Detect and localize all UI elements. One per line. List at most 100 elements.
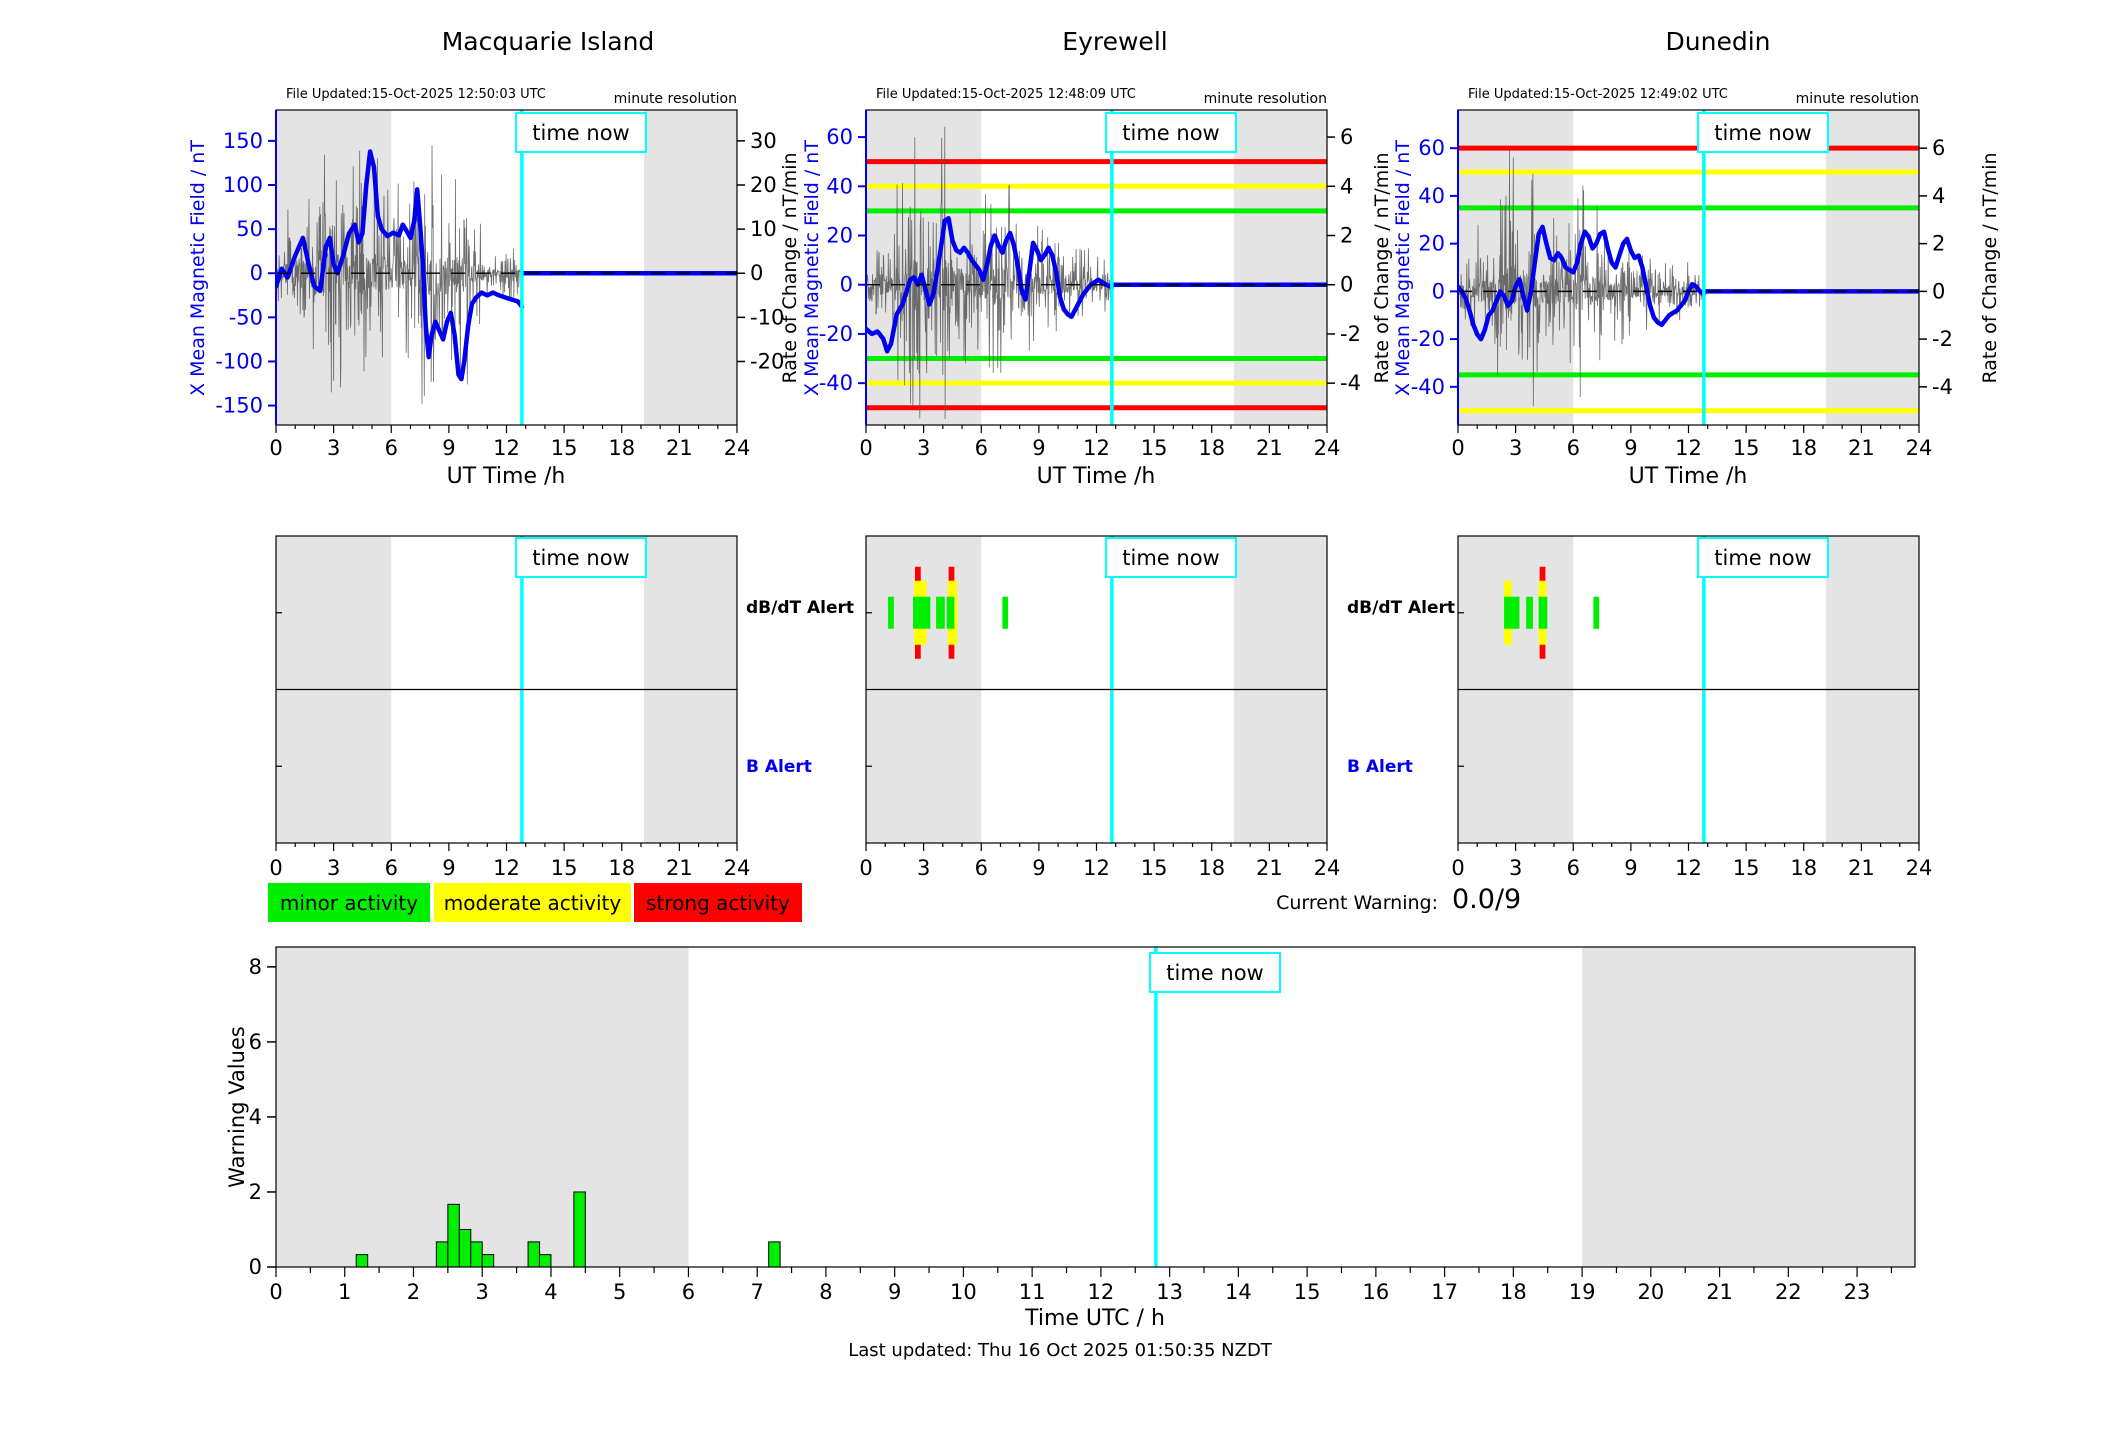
- x-tick-label: 15: [551, 856, 578, 880]
- x-tick-label: 3: [327, 436, 340, 460]
- x-tick-label: 16: [1362, 1280, 1389, 1304]
- file-updated-macquarie: File Updated:15-Oct-2025 12:50:03 UTC: [286, 87, 546, 102]
- mean-field-line: [1458, 224, 1707, 342]
- y-tick-label-right: -20: [750, 349, 784, 373]
- x-tick-label: 21: [1848, 436, 1875, 460]
- x-tick-label: 12: [493, 436, 520, 460]
- y-tick-label-right: -10: [750, 305, 784, 329]
- resolution-note-eyrewell: minute resolution: [1203, 91, 1327, 107]
- y-tick-label-left: 60: [1418, 136, 1445, 160]
- x-tick-label: 21: [1848, 856, 1875, 880]
- x-tick-label: 11: [1019, 1280, 1046, 1304]
- y-tick-label-left: 100: [223, 173, 263, 197]
- x-tick-label: 21: [666, 436, 693, 460]
- x-tick-label: 9: [1624, 856, 1637, 880]
- y-tick-label-right: 10: [750, 217, 777, 241]
- y-tick-label: 6: [249, 1030, 262, 1054]
- alert-bar-minor: [936, 596, 945, 629]
- warning-bar: [447, 1203, 460, 1268]
- y-tick-label-right: 2: [1932, 232, 1945, 256]
- y-tick-label-left: 150: [223, 129, 263, 153]
- x-tick-label: 18: [1790, 856, 1817, 880]
- time-now-box-warning: time now: [1149, 952, 1281, 993]
- x-tick-label: 3: [327, 856, 340, 880]
- x-axis-label-dunedin: UT Time /h: [1628, 464, 1748, 489]
- x-tick-label: 24: [1906, 856, 1933, 880]
- y-tick-label-left: 40: [826, 174, 853, 198]
- y-tick-label-right: -4: [1340, 371, 1361, 395]
- time-now-box-alert-eyrewell: time now: [1105, 537, 1237, 578]
- x-tick-label: 15: [551, 436, 578, 460]
- x-tick-label: 3: [917, 856, 930, 880]
- station-title-dunedin: Dunedin: [1665, 27, 1771, 56]
- y-tick-label-left: 0: [840, 273, 853, 297]
- x-tick-label: 23: [1844, 1280, 1871, 1304]
- x-tick-label: 7: [751, 1280, 764, 1304]
- x-tick-label: 10: [950, 1280, 977, 1304]
- warning-bar: [538, 1254, 552, 1268]
- y-tick-label-right: -4: [1932, 375, 1953, 399]
- x-tick-label: 12: [1675, 856, 1702, 880]
- x-tick-label: 21: [666, 856, 693, 880]
- y-tick-label-left: -50: [229, 305, 263, 329]
- y-tick-label-right: 0: [1340, 273, 1353, 297]
- x-tick-label: 14: [1225, 1280, 1252, 1304]
- x-tick-label: 6: [975, 436, 988, 460]
- x-tick-label: 15: [1733, 436, 1760, 460]
- y-tick-label-right: 20: [750, 173, 777, 197]
- x-tick-label: 18: [608, 856, 635, 880]
- alert-panel-eyrewell: 0 3 6 9 12 15 18 21 24: [859, 535, 1341, 880]
- x-tick-label: 9: [888, 1280, 901, 1304]
- y-tick-label-left: -150: [215, 394, 263, 418]
- x-tick-label: 24: [1314, 436, 1341, 460]
- y-tick-label-right: 30: [750, 129, 777, 153]
- x-tick-label: 6: [385, 436, 398, 460]
- y-tick-label-left: 20: [826, 224, 853, 248]
- x-tick-label: 6: [385, 856, 398, 880]
- alert-bar-minor: [1504, 596, 1520, 629]
- y-tick-label-right: 2: [1340, 224, 1353, 248]
- warning-frame: [275, 946, 1916, 1268]
- warning-bar: [435, 1241, 449, 1268]
- y-tick-label-right: 4: [1340, 174, 1353, 198]
- dbdt-alert-label-1: dB/dT Alert: [746, 598, 855, 618]
- x-tick-label: 18: [1790, 436, 1817, 460]
- y-tick-label: 8: [249, 955, 262, 979]
- y-tick-label: 0: [249, 1255, 262, 1279]
- x-tick-label: 0: [1451, 856, 1464, 880]
- alert-panel-dunedin: 0 3 6 9 12 15 18 21 24: [1451, 535, 1933, 880]
- x-tick-label: 24: [1314, 856, 1341, 880]
- warning-bar: [573, 1191, 586, 1268]
- x-tick-label: 15: [1141, 856, 1168, 880]
- x-tick-label: 15: [1733, 856, 1760, 880]
- x-tick-label: 9: [442, 856, 455, 880]
- x-tick-label: 3: [1509, 856, 1522, 880]
- night-band: [276, 947, 689, 1267]
- x-tick-label: 15: [1294, 1280, 1321, 1304]
- time-now-box-plot-eyrewell: time now: [1105, 112, 1237, 153]
- y-tick-label-left: -20: [1411, 327, 1445, 351]
- file-updated-eyrewell: File Updated:15-Oct-2025 12:48:09 UTC: [876, 87, 1136, 102]
- x-tick-label: 1: [338, 1280, 351, 1304]
- x-tick-label: 17: [1431, 1280, 1458, 1304]
- warning-bar: [768, 1241, 781, 1268]
- alert-bar-minor: [888, 596, 894, 629]
- x-tick-label: 4: [544, 1280, 557, 1304]
- y-tick-label-left: -40: [819, 371, 853, 395]
- warning-y-axis-label: Warning Values: [225, 1026, 249, 1188]
- mean-field-line: [276, 149, 525, 382]
- x-tick-label: 21: [1256, 436, 1283, 460]
- time-now-box-alert-macquarie: time now: [515, 537, 647, 578]
- y-tick-label: 4: [249, 1105, 262, 1129]
- x-tick-label: 5: [613, 1280, 626, 1304]
- current-warning-label: Current Warning:: [1276, 892, 1438, 914]
- alert-bar-minor: [1526, 596, 1533, 629]
- x-tick-label: 22: [1775, 1280, 1802, 1304]
- warning-bar: [527, 1241, 541, 1268]
- y-tick-label-right: 0: [750, 261, 763, 285]
- x-tick-label: 18: [1198, 856, 1225, 880]
